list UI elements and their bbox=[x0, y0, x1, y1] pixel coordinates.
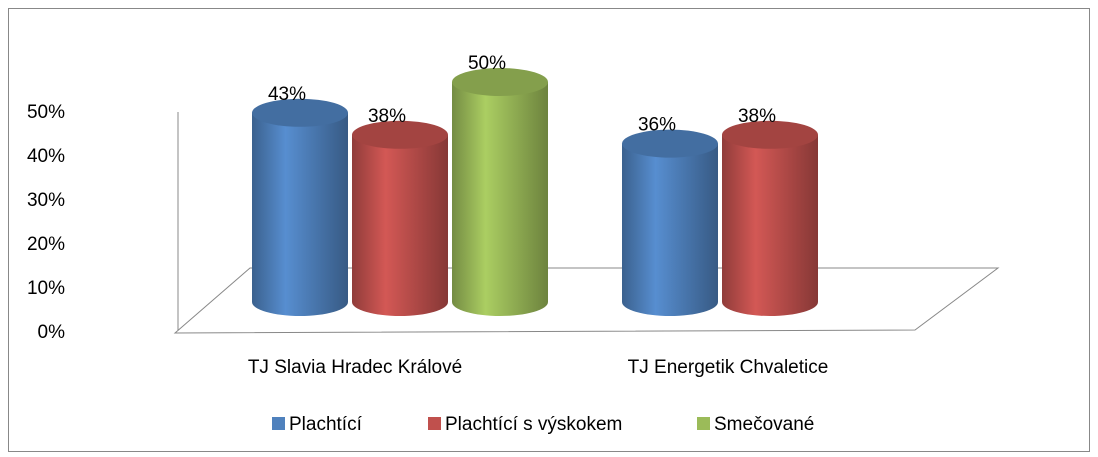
legend-label: Plachtící s výskokem bbox=[445, 414, 622, 435]
chart-border bbox=[8, 8, 1090, 452]
cylinder bbox=[452, 82, 548, 316]
cylinder-top bbox=[722, 120, 818, 149]
floor bbox=[173, 267, 1000, 334]
data-label: 50% bbox=[468, 53, 506, 74]
legend-label: Smečované bbox=[714, 414, 814, 435]
data-label: 38% bbox=[368, 106, 406, 127]
cylinder bbox=[622, 143, 718, 316]
y-tick-label: 20% bbox=[27, 234, 65, 255]
legend-label: Plachtící bbox=[289, 414, 363, 435]
data-label: 36% bbox=[638, 115, 676, 136]
cylinder-top bbox=[452, 68, 548, 96]
y-tick-label: 0% bbox=[38, 322, 66, 343]
y-tick-label: 40% bbox=[27, 146, 65, 167]
cylinder-top bbox=[622, 129, 718, 158]
legend-swatch bbox=[697, 417, 710, 430]
legend-swatch bbox=[272, 417, 285, 430]
x-tick-label: TJ Slavia Hradec Králové bbox=[248, 357, 462, 378]
cylinder bbox=[252, 112, 348, 316]
cylinder bbox=[722, 134, 818, 316]
y-tick-label: 30% bbox=[27, 190, 65, 211]
y-tick-label: 10% bbox=[27, 278, 65, 299]
legend-swatch bbox=[428, 417, 441, 430]
data-label: 43% bbox=[268, 84, 306, 105]
y-tick-label: 50% bbox=[27, 102, 65, 123]
cylinder bbox=[352, 134, 448, 316]
cylinder-top bbox=[352, 120, 448, 149]
data-label: 38% bbox=[738, 106, 776, 127]
cylinder-top bbox=[252, 98, 348, 127]
x-tick-label: TJ Energetik Chvaletice bbox=[628, 357, 829, 378]
